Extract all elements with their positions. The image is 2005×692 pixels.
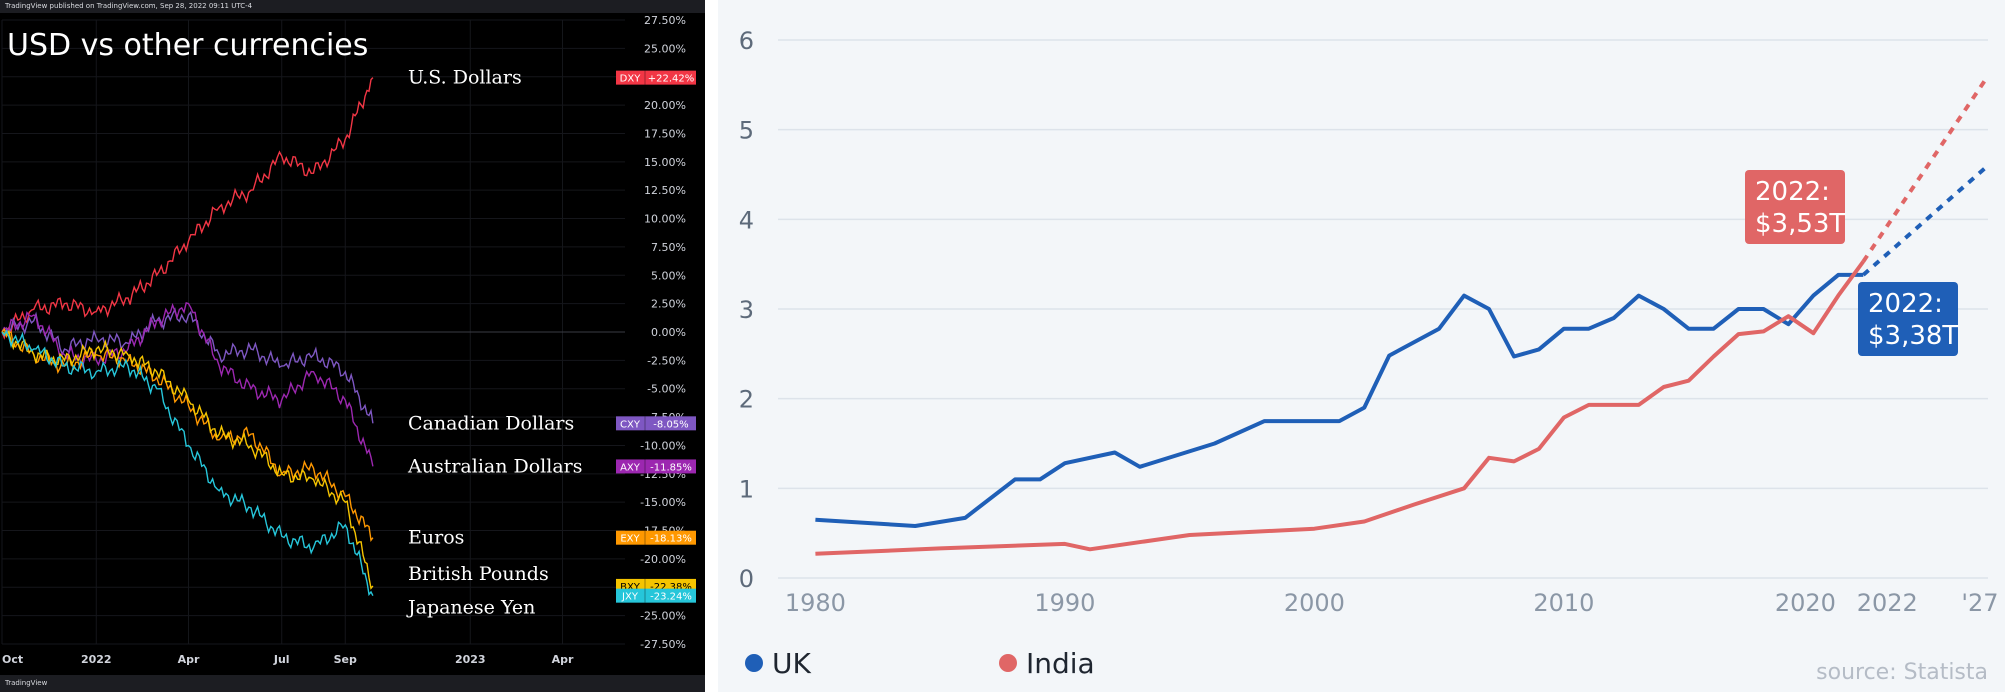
tradingview-footer: TradingView [0,675,705,692]
price-tag-background [616,70,696,85]
price-tag-value: -8.05% [653,419,688,430]
forecast-line-uk [1861,163,1990,277]
series-name-label: Japanese Yen [406,597,535,619]
y-tick-label: 2 [739,386,754,414]
price-tag-symbol: JXY [621,592,639,603]
x-tick-label: 2022 [1857,589,1918,617]
series-line-jxy [1,329,374,597]
y-tick-label: -2.50% [647,354,686,367]
series-name-label: Euros [408,527,464,549]
x-tick-label: Oct [2,653,23,666]
price-tag-exy: EXY -18.13% [616,530,696,545]
x-tick-label: '27 [1961,589,1998,617]
callout-background [1745,170,1845,244]
y-tick-label: 7.50% [651,241,686,254]
x-tick-label: Apr [552,653,574,666]
price-tag-axy: AXY -11.85% [616,459,696,474]
x-tick-label: Apr [178,653,200,666]
price-tag-symbol: CXY [620,419,641,430]
series-name-label: Australian Dollars [407,455,583,477]
y-tick-label: -27.50% [640,638,686,651]
legend-marker-india [999,654,1017,672]
x-tick-label: 1990 [1034,589,1095,617]
price-tag-value: -18.13% [650,534,692,545]
price-tag-value: -11.85% [650,462,692,473]
price-tag-value: -22.38% [650,582,692,593]
legend-marker-uk [745,654,763,672]
y-tick-label: 6 [739,27,754,55]
x-tick-label: Sep [334,653,357,666]
price-tag-symbol: DXY [620,74,642,85]
x-tick-label: 1980 [785,589,846,617]
x-tick-label: 2022 [81,653,112,666]
x-tick-label: Jul [273,653,290,666]
y-tick-label: -5.00% [647,383,686,396]
source-credit: source: Statista [1816,660,1988,685]
price-tag-background [616,530,696,545]
y-tick-label: 0.00% [651,326,686,339]
usd-currencies-panel: TradingView published on TradingView.com… [0,0,705,692]
chart-title: USD vs other currencies [7,28,369,63]
y-tick-label: 25.00% [644,42,686,55]
x-tick-label: 2020 [1775,589,1836,617]
usd-vs-currencies-chart: Oct2022AprJulSep2023Apr27.50%25.00%22.50… [1,14,696,666]
tradingview-header: TradingView published on TradingView.com… [0,0,705,13]
series-name-label: U.S. Dollars [408,67,522,89]
y-tick-label: -20.00% [640,553,686,566]
price-tag-symbol: BXY [620,582,641,593]
y-tick-label: 1 [739,475,754,503]
y-tick-label: 5 [739,117,754,145]
y-tick-label: 3 [739,296,754,324]
gdp-uk-india-panel: 0 1 2 3 4 5 6 1980 1990 2000 2010 2020 2022'27 2022: $… [718,0,2005,692]
price-tag-background [616,588,696,603]
y-tick-label: -10.00% [640,439,686,452]
series-line-bxy [1,329,374,590]
price-tag-symbol: EXY [620,534,640,545]
series-line-axy [1,302,374,467]
callout-value: $3,53T [1755,209,1845,239]
panel-divider [705,0,718,692]
series-line-dxy [1,77,374,340]
y-tick-label: 0 [739,565,754,593]
price-tag-value: -23.24% [650,592,692,603]
y-tick-label: 20.00% [644,99,686,112]
legend-label: India [1026,647,1095,680]
price-tag-dxy: DXY +22.42% [616,70,696,85]
forecast-line-india [1861,74,1990,263]
callout-year: 2022: [1868,289,1943,319]
y-tick-label: -25.00% [640,610,686,623]
x-tick-label: 2000 [1284,589,1345,617]
price-tag-jxy: JXY -23.24% [616,588,696,603]
value-callout-uk: 2022:$3,38T [1858,282,1958,356]
value-callout-india: 2022:$3,53T [1745,170,1845,244]
callout-year: 2022: [1755,177,1830,207]
y-tick-label: 2.50% [651,298,686,311]
x-tick-label: 2010 [1533,589,1594,617]
series-line-cxy [1,307,374,424]
y-tick-label: 15.00% [644,156,686,169]
y-tick-label: 5.00% [651,269,686,282]
price-tag-cxy: CXY -8.05% [616,416,696,431]
series-name-label: Canadian Dollars [408,412,574,434]
price-tag-symbol: AXY [620,462,641,473]
legend-label: UK [772,647,811,680]
y-tick-label: -15.00% [640,496,686,509]
series-line-uk [815,272,1864,528]
series-name-label: British Pounds [408,563,549,585]
y-tick-label: 17.50% [644,127,686,140]
y-tick-label: 10.00% [644,213,686,226]
price-tag-background [616,416,696,431]
x-tick-label: 2023 [455,653,486,666]
y-tick-label: 12.50% [644,184,686,197]
price-tag-background [616,459,696,474]
callout-value: $3,38T [1868,321,1958,351]
y-tick-label: 27.50% [644,14,686,27]
callout-background [1858,282,1958,356]
series-line-india [815,260,1865,556]
y-tick-label: 4 [739,206,754,234]
price-tag-value: +22.42% [648,74,695,85]
